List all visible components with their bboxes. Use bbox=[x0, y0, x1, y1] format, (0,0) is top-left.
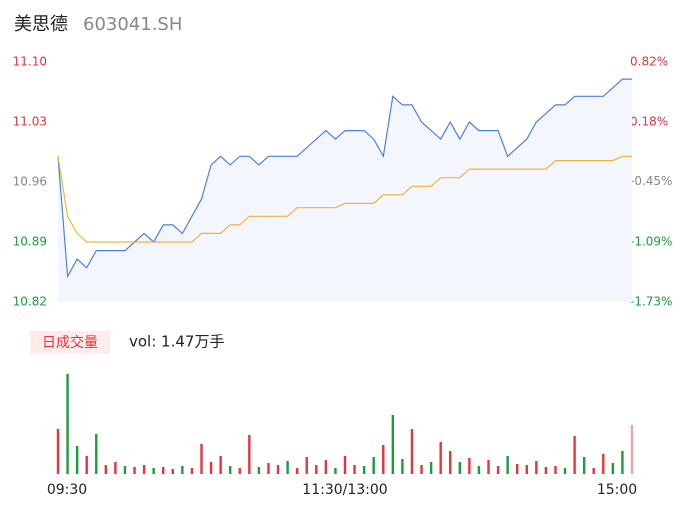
volume-bar bbox=[487, 460, 489, 474]
volume-bar bbox=[229, 466, 231, 474]
y2-tick-label: 0.18% bbox=[630, 115, 668, 129]
volume-bar bbox=[373, 457, 375, 474]
volume-bar bbox=[66, 374, 68, 474]
volume-bar bbox=[219, 456, 221, 474]
volume-bar bbox=[535, 461, 537, 474]
volume-bar bbox=[353, 465, 355, 474]
volume-bar bbox=[76, 446, 78, 474]
volume-bar bbox=[248, 435, 250, 474]
chart-subtitle: 603041.SH bbox=[83, 14, 182, 35]
volume-bar bbox=[86, 456, 88, 474]
y-tick-label: 11.10 bbox=[13, 55, 47, 69]
volume-bar bbox=[449, 451, 451, 474]
volume-bar bbox=[439, 442, 441, 474]
volume-bar bbox=[152, 468, 154, 474]
chart-title: 美思德 bbox=[14, 14, 68, 35]
y2-tick-label: -0.45% bbox=[630, 174, 672, 188]
y2-tick-label: 0.82% bbox=[630, 55, 668, 69]
volume-bar bbox=[105, 465, 107, 474]
volume-bar bbox=[392, 415, 394, 474]
volume-bar bbox=[258, 467, 260, 474]
y-tick-label: 10.96 bbox=[13, 175, 47, 189]
x-tick-label: 11:30/13:00 bbox=[302, 482, 387, 498]
volume-bar bbox=[564, 468, 566, 474]
volume-bar bbox=[143, 465, 145, 474]
volume-bar bbox=[468, 458, 470, 474]
volume-bar bbox=[478, 466, 480, 474]
y-tick-label: 10.89 bbox=[13, 235, 47, 249]
volume-bar bbox=[306, 457, 308, 474]
volume-bar bbox=[124, 466, 126, 474]
volume-bar bbox=[420, 465, 422, 474]
volume-bar bbox=[430, 462, 432, 474]
volume-bar bbox=[133, 467, 135, 474]
volume-bar bbox=[363, 466, 365, 474]
volume-bar bbox=[602, 454, 604, 474]
volume-bar bbox=[334, 468, 336, 474]
y-tick-label: 11.03 bbox=[13, 115, 47, 129]
volume-bar bbox=[506, 456, 508, 474]
y-tick-label: 10.82 bbox=[13, 295, 47, 309]
volume-bar bbox=[612, 463, 614, 474]
volume-bar bbox=[516, 464, 518, 474]
volume-annotation: vol: 1.47万手 bbox=[129, 333, 224, 351]
y2-tick-label: -1.73% bbox=[630, 295, 672, 309]
volume-bar bbox=[573, 436, 575, 474]
volume-bar bbox=[411, 429, 413, 474]
volume-bar bbox=[200, 444, 202, 474]
volume-bar bbox=[277, 465, 279, 474]
volume-bar bbox=[162, 467, 164, 474]
volume-bar bbox=[267, 463, 269, 474]
volume-bar bbox=[497, 466, 499, 474]
chart: 美思德 603041.SH 日成交量 vol: 1.47万手 11.10 11.0… bbox=[0, 0, 686, 524]
volume-bar bbox=[114, 462, 116, 474]
legend-label: 日成交量 bbox=[42, 334, 98, 351]
volume-bar bbox=[526, 465, 528, 474]
volume-bar bbox=[545, 467, 547, 474]
volume-bar bbox=[631, 425, 633, 474]
y2-tick-label: -1.09% bbox=[630, 234, 672, 248]
volume-bar bbox=[344, 456, 346, 474]
volume-bar bbox=[239, 468, 241, 474]
volume-bar bbox=[95, 434, 97, 474]
volume-bar bbox=[181, 466, 183, 474]
volume-bar bbox=[286, 461, 288, 474]
volume-bar bbox=[210, 462, 212, 474]
volume-bar bbox=[554, 466, 556, 474]
volume-bar bbox=[593, 468, 595, 474]
volume-bar bbox=[57, 429, 59, 474]
volume-bar bbox=[583, 457, 585, 474]
area-fill bbox=[58, 79, 632, 302]
volume-bar bbox=[325, 460, 327, 474]
volume-bar bbox=[191, 468, 193, 474]
volume-bar bbox=[459, 462, 461, 474]
volume-bar bbox=[296, 468, 298, 474]
x-tick-label: 09:30 bbox=[47, 482, 87, 498]
volume-bar bbox=[172, 469, 174, 474]
volume-bar bbox=[315, 465, 317, 474]
volume-bar bbox=[382, 445, 384, 474]
x-tick-label: 15:00 bbox=[597, 482, 637, 498]
volume-bar bbox=[621, 451, 623, 474]
volume-bar bbox=[401, 459, 403, 474]
